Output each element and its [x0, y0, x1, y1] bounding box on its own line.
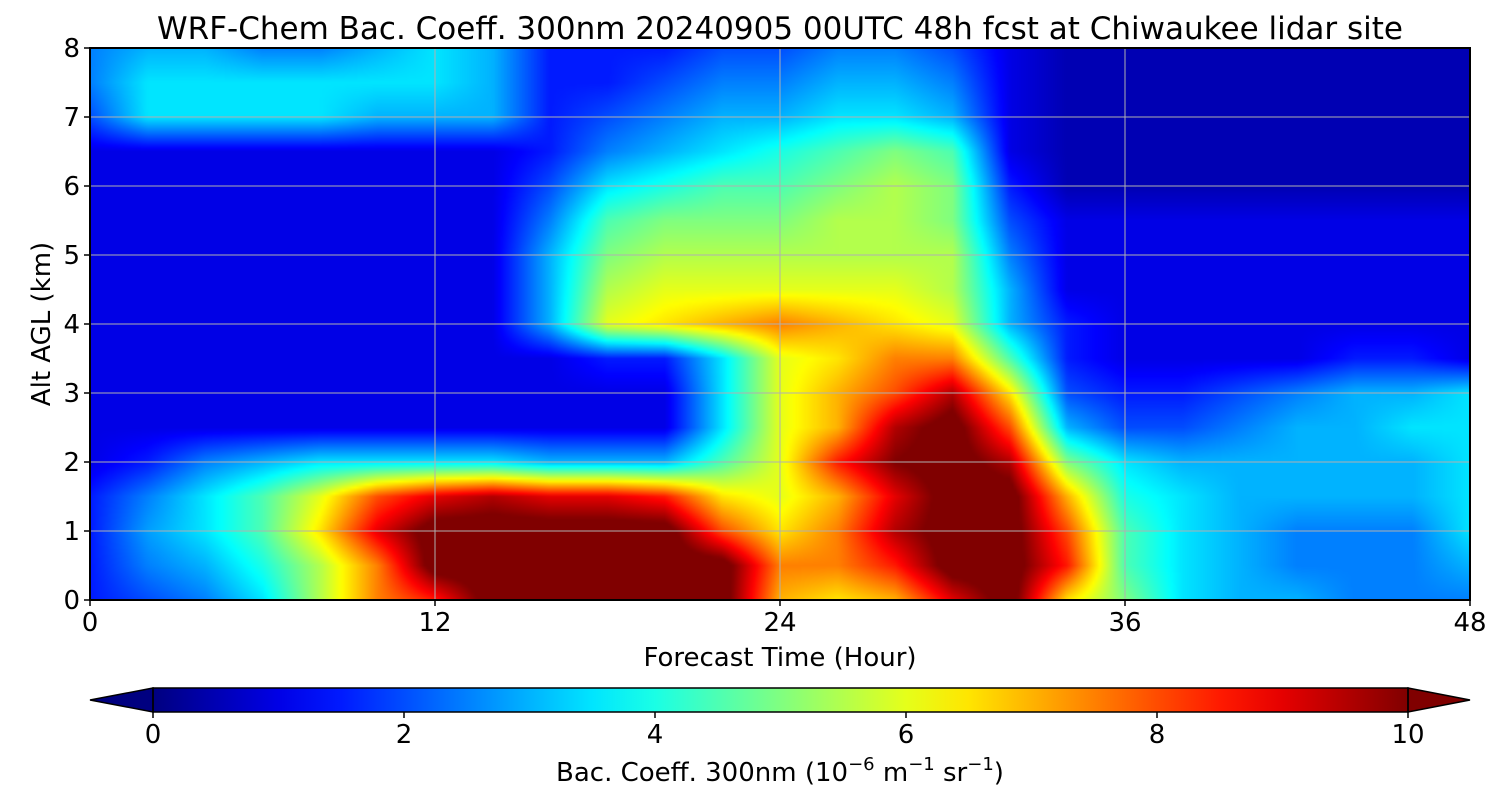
x-tick-label: 0	[82, 608, 99, 638]
grid-lines	[90, 48, 1470, 600]
y-axis-label: Alt AGL (km)	[27, 242, 57, 406]
y-tick-label: 6	[63, 172, 80, 202]
colorbar-tick-label: 6	[898, 720, 915, 750]
colorbar-extend-high	[1407, 687, 1471, 713]
colorbar-tick-label: 10	[1391, 720, 1424, 750]
x-tick-label: 24	[763, 608, 796, 638]
colorbar-tick-label: 4	[647, 720, 664, 750]
y-tick-label: 4	[63, 310, 80, 340]
y-tick-label: 1	[63, 517, 80, 547]
colorbar-tick-label: 0	[145, 720, 162, 750]
colorbar-gradient	[153, 688, 1408, 712]
chart-title: WRF-Chem Bac. Coeff. 300nm 20240905 00UT…	[157, 11, 1403, 47]
x-tick-label: 48	[1453, 608, 1486, 638]
colorbar: 0 2 4 6 8 10 Bac. Coeff. 300nm (10−6 m−1 sr−1…	[89, 687, 1471, 788]
y-tick-label: 7	[63, 103, 80, 133]
y-axis: 0 1 2 3 4 5 6 7 8	[63, 34, 90, 616]
y-tick-label: 3	[63, 379, 80, 409]
y-tick-label: 2	[63, 448, 80, 478]
x-axis-label: Forecast Time (Hour)	[643, 643, 916, 673]
colorbar-tick-label: 2	[396, 720, 413, 750]
colorbar-tick-label: 8	[1149, 720, 1166, 750]
x-axis: 0 12 24 36 48	[82, 600, 1487, 638]
colorbar-extend-low	[89, 687, 154, 713]
y-tick-label: 0	[63, 586, 80, 616]
y-tick-label: 8	[63, 34, 80, 64]
colorbar-label: Bac. Coeff. 300nm (10−6 m−1 sr−1)	[556, 754, 1004, 788]
colorbar-ticks: 0 2 4 6 8 10	[145, 712, 1425, 750]
x-tick-label: 12	[418, 608, 451, 638]
colorbar-frame	[152, 687, 1409, 713]
y-tick-label: 5	[63, 241, 80, 271]
x-tick-label: 36	[1108, 608, 1141, 638]
